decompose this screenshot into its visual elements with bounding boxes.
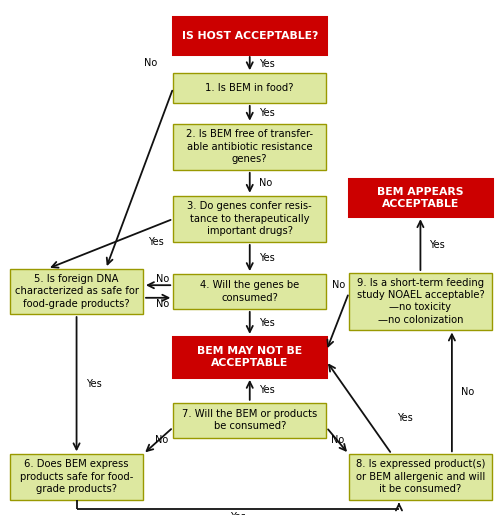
Text: No: No bbox=[156, 274, 169, 284]
Text: 6. Does BEM express
products safe for food-
grade products?: 6. Does BEM express products safe for fo… bbox=[20, 459, 133, 494]
Text: Yes: Yes bbox=[259, 59, 274, 68]
Text: Yes: Yes bbox=[259, 385, 274, 395]
Text: 4. Will the genes be
consumed?: 4. Will the genes be consumed? bbox=[200, 280, 299, 303]
Text: No: No bbox=[155, 435, 168, 445]
Text: Yes: Yes bbox=[259, 318, 274, 328]
Text: 3. Do genes confer resis-
tance to therapeutically
important drugs?: 3. Do genes confer resis- tance to thera… bbox=[187, 201, 312, 236]
FancyBboxPatch shape bbox=[173, 403, 326, 438]
FancyBboxPatch shape bbox=[173, 17, 326, 54]
Text: Yes: Yes bbox=[396, 413, 412, 423]
Text: 1. Is BEM in food?: 1. Is BEM in food? bbox=[205, 83, 294, 93]
Text: BEM APPEARS
ACCEPTABLE: BEM APPEARS ACCEPTABLE bbox=[376, 186, 463, 209]
Text: Yes: Yes bbox=[259, 253, 274, 263]
Text: No: No bbox=[144, 58, 157, 68]
Text: No: No bbox=[331, 435, 344, 445]
FancyBboxPatch shape bbox=[173, 124, 326, 170]
Text: 7. Will the BEM or products
be consumed?: 7. Will the BEM or products be consumed? bbox=[182, 409, 317, 432]
Text: IS HOST ACCEPTABLE?: IS HOST ACCEPTABLE? bbox=[181, 30, 317, 41]
Text: Yes: Yes bbox=[259, 108, 274, 118]
Text: Yes: Yes bbox=[148, 237, 164, 247]
FancyBboxPatch shape bbox=[10, 454, 143, 500]
Text: 2. Is BEM free of transfer-
able antibiotic resistance
genes?: 2. Is BEM free of transfer- able antibio… bbox=[186, 129, 313, 164]
Text: BEM MAY NOT BE
ACCEPTABLE: BEM MAY NOT BE ACCEPTABLE bbox=[197, 346, 302, 368]
Text: Yes: Yes bbox=[85, 379, 101, 389]
Text: 8. Is expressed product(s)
or BEM allergenic and will
it be consumed?: 8. Is expressed product(s) or BEM allerg… bbox=[355, 459, 484, 494]
Text: No: No bbox=[259, 178, 272, 188]
FancyBboxPatch shape bbox=[10, 269, 143, 314]
FancyBboxPatch shape bbox=[173, 73, 326, 103]
FancyBboxPatch shape bbox=[173, 196, 326, 242]
FancyBboxPatch shape bbox=[173, 337, 326, 377]
FancyBboxPatch shape bbox=[348, 454, 491, 500]
FancyBboxPatch shape bbox=[348, 273, 491, 330]
Text: No: No bbox=[460, 387, 473, 397]
Text: No: No bbox=[156, 299, 169, 309]
FancyBboxPatch shape bbox=[173, 274, 326, 309]
Text: 9. Is a short-term feeding
study NOAEL acceptable?
—no toxicity
—no colonization: 9. Is a short-term feeding study NOAEL a… bbox=[356, 278, 483, 325]
Text: 5. Is foreign DNA
characterized as safe for
food-grade products?: 5. Is foreign DNA characterized as safe … bbox=[15, 274, 138, 309]
Text: Yes: Yes bbox=[229, 512, 245, 515]
FancyBboxPatch shape bbox=[348, 179, 491, 216]
Text: Yes: Yes bbox=[428, 239, 444, 250]
Text: No: No bbox=[331, 280, 344, 290]
